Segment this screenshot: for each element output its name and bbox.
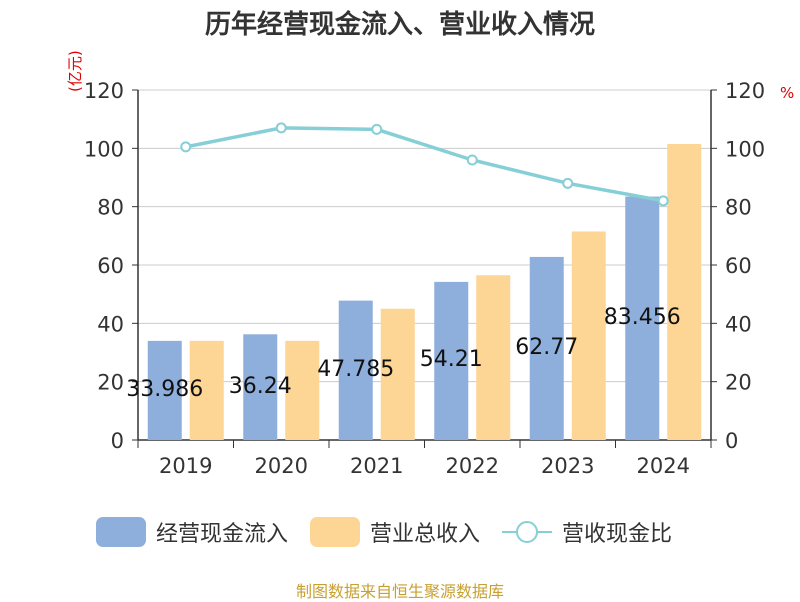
ratio-point <box>275 122 287 134</box>
ratio-point <box>466 154 478 166</box>
chart-title: 历年经营现金流入、营业收入情况 <box>204 10 595 40</box>
legend-swatch-revenue <box>310 517 361 547</box>
x-tick-label: 2019 <box>159 454 212 478</box>
right-tick-label: 120 <box>725 79 765 103</box>
inflow-data-label: 47.785 <box>317 357 394 382</box>
bar-inflow <box>434 281 469 440</box>
left-tick-label: 0 <box>111 429 124 453</box>
legend-label-inflow: 经营现金流入 <box>156 522 289 547</box>
ratio-line <box>185 126 664 203</box>
right-axis-unit: % <box>780 84 795 102</box>
x-tick-label: 2020 <box>255 454 308 478</box>
inflow-data-label: 62.77 <box>515 335 578 360</box>
left-tick-label: 60 <box>97 254 124 278</box>
bar-revenue <box>571 231 606 440</box>
bar-revenue <box>476 275 511 440</box>
right-tick-label: 40 <box>725 312 752 336</box>
bar-revenue <box>667 143 702 441</box>
legend-swatch-inflow <box>96 517 146 547</box>
left-tick-label: 100 <box>84 137 124 161</box>
ratio-point <box>180 141 192 153</box>
inflow-data-label: 83.456 <box>604 305 681 330</box>
left-tick-label: 120 <box>84 79 124 103</box>
x-tick-label: 2022 <box>446 454 499 478</box>
x-tick-label: 2021 <box>350 454 403 478</box>
right-tick-label: 0 <box>725 429 738 453</box>
legend-label-revenue: 营业总收入 <box>370 522 481 547</box>
legend-item-inflow[interactable]: 经营现金流入 <box>96 516 288 548</box>
ratio-point <box>371 123 383 135</box>
left-tick-label: 80 <box>97 196 124 220</box>
bar-inflow <box>338 300 373 440</box>
x-tick-label: 2023 <box>541 454 594 478</box>
data-source: 制图数据来自恒生聚源数据库 <box>295 582 504 601</box>
left-tick-label: 20 <box>97 371 124 395</box>
right-tick-label: 100 <box>725 137 765 161</box>
bar-inflow <box>243 334 278 440</box>
left-tick-label: 40 <box>97 312 124 336</box>
bar-revenue <box>285 340 320 440</box>
right-tick-label: 20 <box>725 371 752 395</box>
inflow-data-label: 33.986 <box>126 377 203 402</box>
legend: 经营现金流入 营业总收入 营收现金比 <box>96 516 694 548</box>
bar-inflow <box>625 196 660 440</box>
inflow-data-label: 36.24 <box>229 374 292 399</box>
x-tick-label: 2024 <box>637 454 690 478</box>
legend-label-ratio: 营收现金比 <box>562 522 673 547</box>
inflow-data-label: 54.21 <box>420 347 483 372</box>
right-tick-label: 80 <box>725 196 752 220</box>
bar-inflow <box>529 256 564 440</box>
bar-inflow <box>147 340 182 440</box>
legend-swatch-ratio <box>502 517 553 547</box>
legend-item-revenue[interactable]: 营业总收入 <box>310 516 480 548</box>
ratio-point <box>657 195 669 207</box>
legend-item-ratio[interactable]: 营收现金比 <box>502 516 672 548</box>
bar-revenue <box>189 340 224 440</box>
bar-revenue <box>380 308 415 440</box>
ratio-point <box>562 177 574 189</box>
right-tick-label: 60 <box>725 254 752 278</box>
